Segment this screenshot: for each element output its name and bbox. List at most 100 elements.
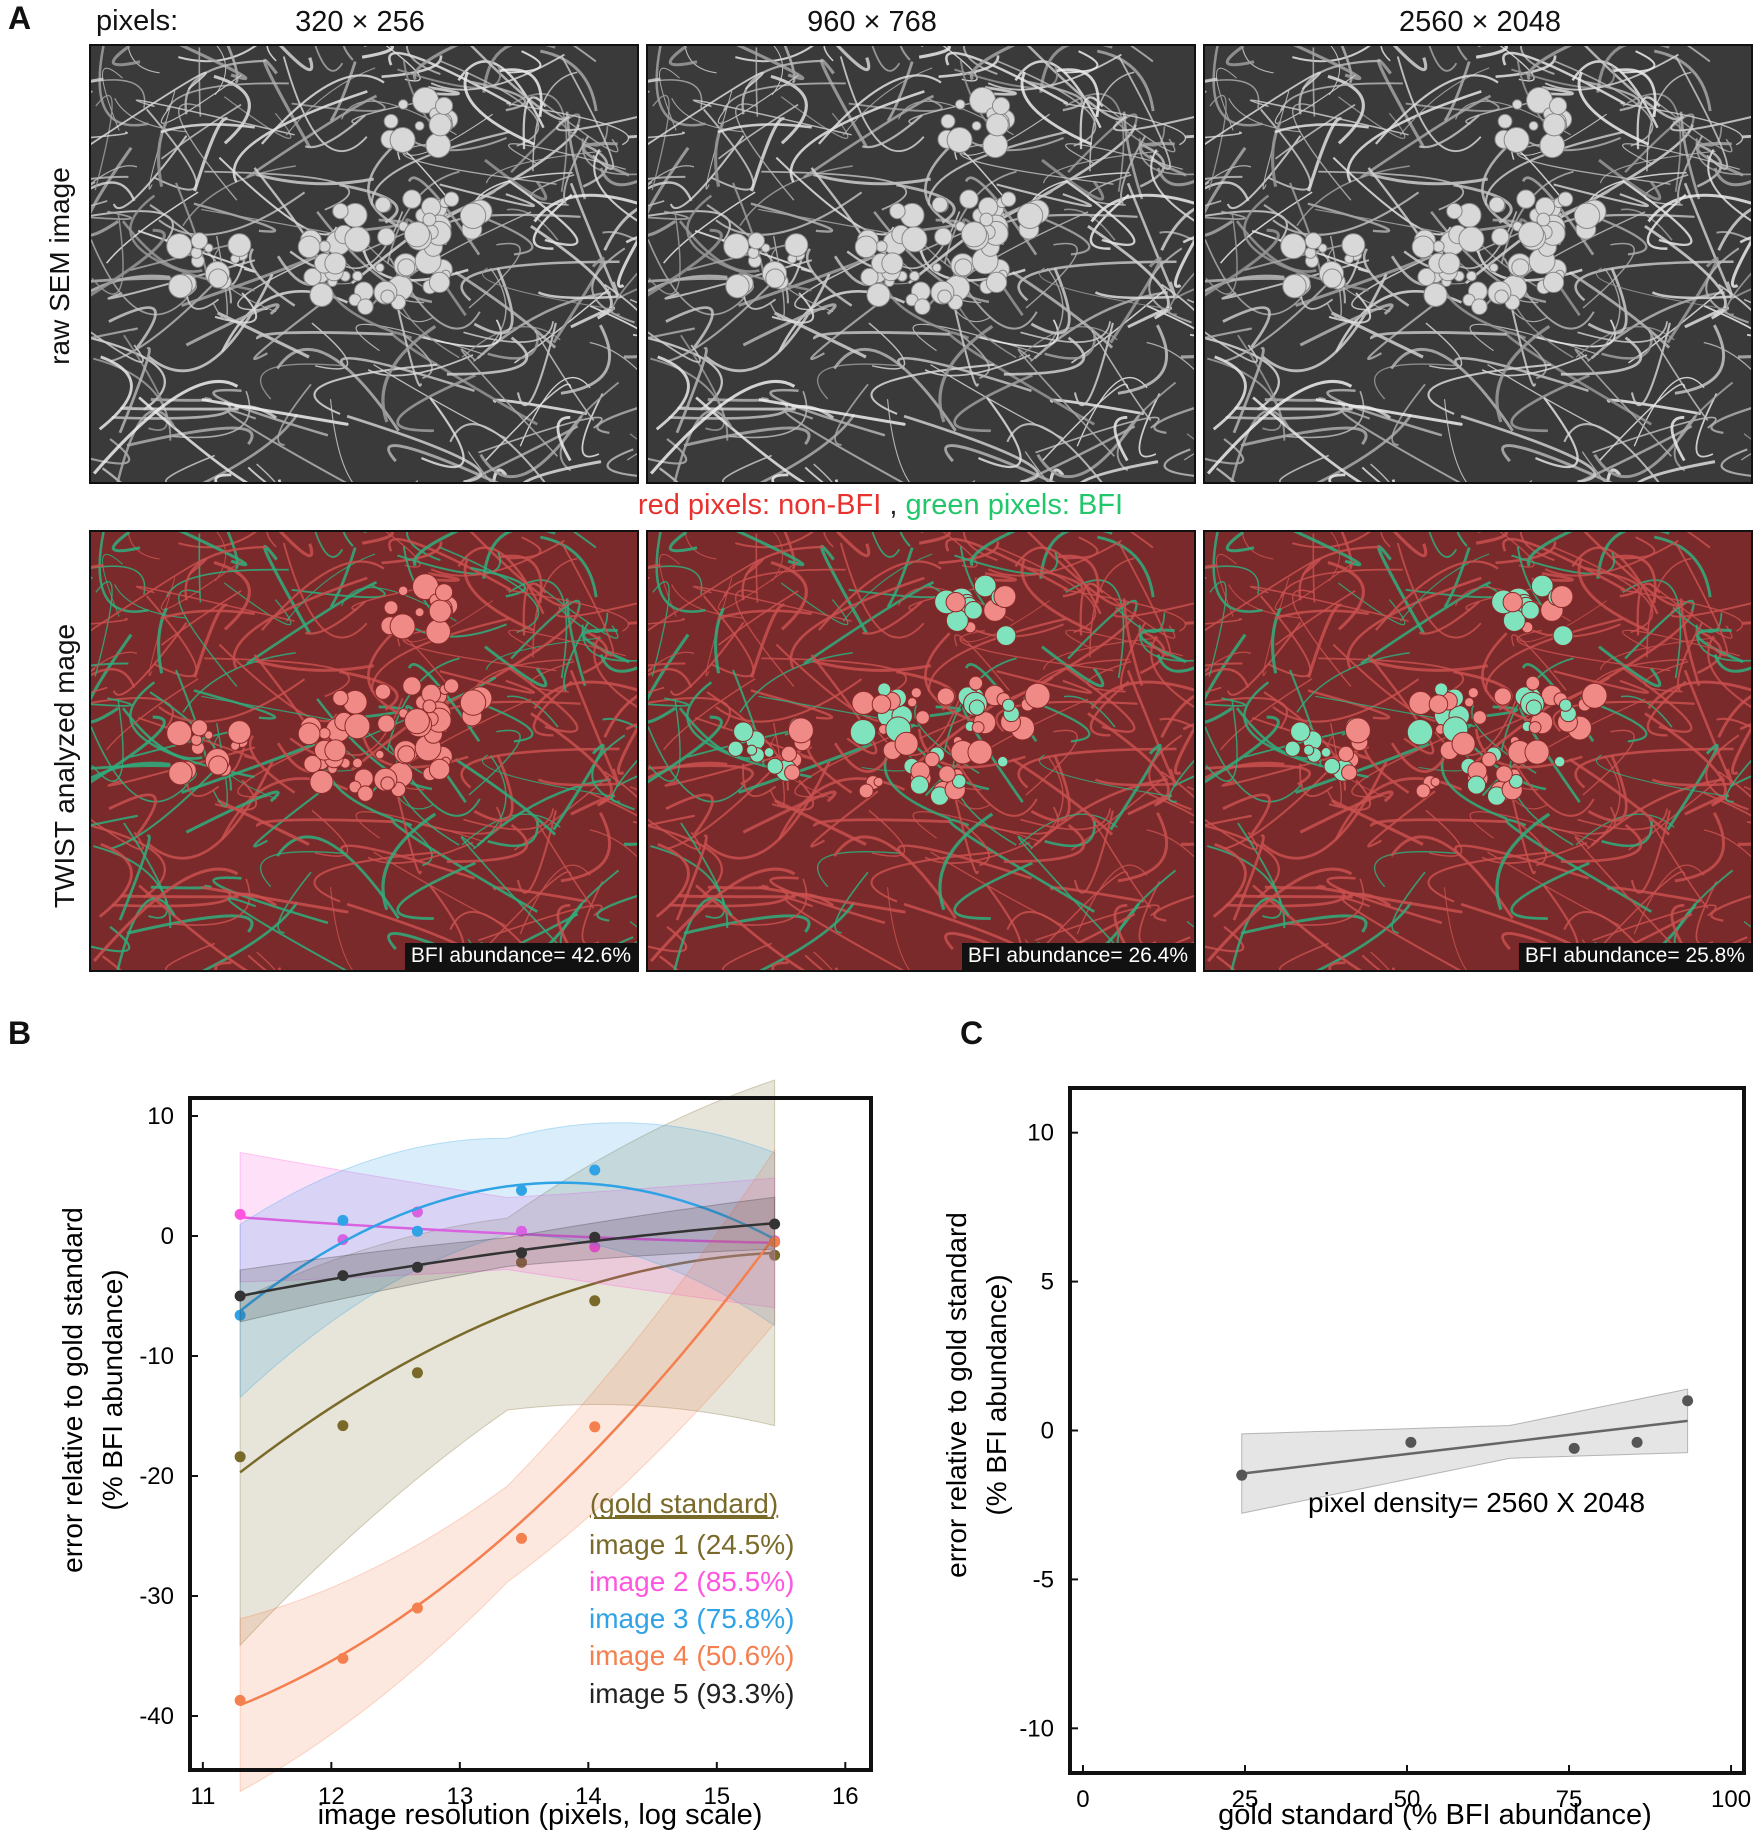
fiber — [818, 74, 942, 145]
fiber — [1596, 532, 1670, 579]
fiber — [256, 331, 393, 340]
fiber — [91, 662, 129, 667]
fiber — [291, 584, 386, 599]
fiber — [1377, 544, 1425, 634]
fiber — [1622, 629, 1740, 657]
fiber — [861, 114, 923, 149]
fiber — [1577, 71, 1650, 146]
fiber — [507, 50, 542, 74]
fiber — [1318, 170, 1464, 211]
fiber — [1205, 668, 1250, 688]
y-tick-label: -10 — [139, 1343, 174, 1370]
cell-blob — [746, 744, 758, 756]
cell-blob — [425, 618, 452, 645]
fiber — [810, 654, 878, 755]
fiber — [1224, 267, 1344, 363]
fiber — [201, 398, 349, 426]
fiber — [198, 47, 202, 117]
fiber — [714, 607, 725, 674]
fiber — [665, 793, 714, 836]
fiber — [158, 191, 306, 236]
fiber — [114, 97, 187, 133]
fiber — [995, 700, 1138, 733]
cell-blob — [414, 120, 425, 131]
fiber — [1584, 566, 1641, 598]
data-point — [411, 1367, 423, 1379]
fit-line — [239, 1251, 775, 1474]
fiber — [975, 319, 1059, 348]
fiber — [1360, 94, 1492, 179]
y-tick-label: 0 — [1041, 1418, 1054, 1445]
fiber — [463, 321, 554, 343]
fiber — [655, 46, 706, 127]
fiber — [665, 306, 714, 349]
fiber — [533, 193, 637, 223]
fiber — [522, 460, 602, 482]
fiber — [953, 374, 1033, 433]
fiber — [311, 322, 349, 370]
fiber — [1030, 267, 1064, 363]
fiber — [1713, 654, 1751, 673]
fiber — [460, 835, 558, 945]
fiber — [648, 210, 731, 243]
data-point — [589, 1421, 601, 1433]
fiber — [181, 742, 316, 794]
fiber — [1574, 747, 1734, 789]
fiber — [1090, 680, 1194, 710]
fiber — [263, 58, 311, 148]
fiber — [705, 761, 831, 860]
fiber — [1327, 74, 1365, 145]
fiber — [1729, 288, 1751, 301]
cell-blob — [422, 212, 437, 227]
fiber — [1003, 336, 1086, 376]
fiber — [101, 955, 122, 970]
fiber — [118, 834, 151, 921]
fiber — [615, 288, 637, 301]
fiber — [1705, 734, 1749, 811]
fiber — [1716, 230, 1751, 242]
cell-blob — [1304, 232, 1322, 250]
cell-blob — [397, 585, 409, 597]
fiber — [572, 532, 597, 549]
cell-blob — [375, 749, 385, 760]
fiber — [1129, 46, 1154, 63]
cell-blob — [946, 127, 973, 153]
fiber — [1636, 582, 1661, 636]
fiber — [1577, 557, 1650, 633]
fiber — [507, 536, 542, 560]
fiber — [648, 557, 764, 632]
fiber — [1373, 851, 1459, 888]
bfi-abundance-960: BFI abundance= 26.4% — [961, 943, 1194, 970]
fiber — [1598, 645, 1662, 688]
fiber — [1593, 415, 1697, 479]
fiber — [1430, 210, 1547, 304]
fiber — [1090, 193, 1194, 223]
fiber — [1425, 322, 1463, 370]
fiber — [758, 885, 906, 914]
fiber — [479, 415, 583, 479]
x-tick-label: 100 — [1711, 1786, 1751, 1813]
fiber — [599, 167, 637, 187]
fiber — [1146, 829, 1194, 858]
chart-b-x-label: image resolution (pixels, log scale) — [318, 1799, 763, 1831]
cell-blob — [971, 721, 985, 734]
fiber — [1222, 793, 1271, 836]
fiber — [1677, 135, 1704, 205]
fiber — [1651, 291, 1736, 300]
cell-blob — [951, 773, 967, 789]
fiber — [769, 723, 785, 808]
fiber — [108, 306, 157, 349]
fiber — [870, 851, 995, 903]
fiber — [820, 544, 868, 634]
legend-entry-image-3: image 3 (75.8%) — [589, 1603, 794, 1634]
data-point — [1682, 1395, 1694, 1407]
chart-b-y-label-2: (% BFI abundance) — [97, 1269, 128, 1510]
fiber — [1606, 468, 1622, 482]
fiber — [120, 406, 239, 411]
fiber — [1039, 46, 1113, 93]
fiber — [91, 668, 108, 694]
fiber — [454, 271, 557, 349]
fiber — [461, 326, 561, 358]
cell-blob — [1558, 698, 1573, 712]
